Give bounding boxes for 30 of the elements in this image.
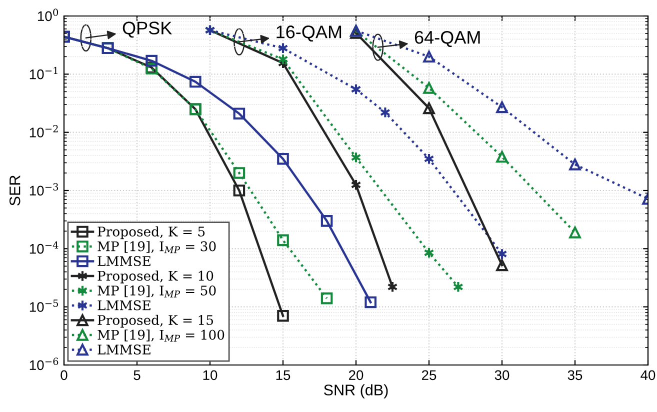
x-tick-label: 40	[640, 370, 656, 380]
legend-label: MP [19], I$_{MP}$ = 50	[98, 285, 216, 298]
y-axis-title: SER	[9, 176, 20, 206]
legend-label: Proposed, K = 10	[98, 270, 214, 284]
x-tick-label: 35	[568, 370, 582, 380]
x-axis-title: SNR (dB)	[324, 384, 388, 398]
annotation: 16-QAM	[276, 26, 342, 42]
y-tick-label: 10$^{−3}$	[30, 183, 58, 196]
legend-label: LMMSE	[98, 300, 150, 310]
legend-label: LMMSE	[98, 256, 150, 266]
annotation: QPSK	[122, 22, 172, 38]
legend-label: Proposed, K = 15	[98, 314, 213, 328]
x-tick-label: 15	[276, 370, 290, 380]
y-tick-label: 10$^{0}$	[38, 8, 58, 22]
x-tick-label: 30	[494, 370, 510, 380]
annotation: 64-QAM	[414, 31, 480, 48]
x-tick-label: 25	[422, 370, 436, 380]
y-tick-label: 10$^{−6}$	[30, 358, 58, 370]
y-tick-label: 10$^{−5}$	[30, 300, 58, 312]
legend-label: MP [19], I$_{MP}$ = 30	[98, 241, 216, 254]
y-tick-label: 10$^{−2}$	[30, 125, 58, 138]
legend-label: MP [19], I$_{MP}$ = 100	[98, 330, 224, 342]
x-tick-label: 10	[203, 370, 218, 380]
legend-label: LMMSE	[98, 344, 150, 355]
x-tick-label: 5	[134, 370, 140, 380]
y-tick-label: 10$^{−1}$	[30, 66, 58, 80]
x-tick-label: 20	[348, 370, 364, 380]
y-tick-label: 10$^{−4}$	[30, 241, 58, 254]
legend-label: Proposed, K = 5	[98, 226, 205, 240]
x-tick-label: 0	[60, 370, 68, 380]
